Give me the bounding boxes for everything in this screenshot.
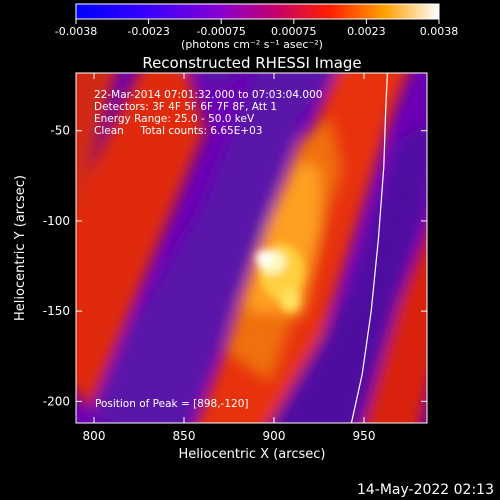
- colorbar-ticks: -0.0038 -0.0023 -0.00075 0.00075 0.0023 0.003…: [55, 19, 458, 38]
- colorbar-tick-label: 0.0038: [420, 25, 459, 38]
- colorbar: [75, 3, 440, 20]
- observation-info: 22-Mar-2014 07:01:32.000 to 07:03:04.000…: [94, 89, 322, 137]
- time-range-label: 22-Mar-2014 07:01:32.000 to 07:03:04.000: [94, 89, 322, 101]
- x-tick-label: 850: [173, 429, 196, 443]
- x-axis-label: Heliocentric X (arcsec): [179, 447, 326, 462]
- solar-limb-curve: [350, 73, 388, 423]
- x-axis-ticks: 800 850 900 950: [83, 73, 376, 443]
- plot-frame: [75, 72, 428, 424]
- x-tick-label: 800: [83, 429, 106, 443]
- colorbar-tick-label: 0.0023: [347, 25, 386, 38]
- detectors-label: Detectors: 3F 4F 5F 6F 7F 8F, Att 1: [94, 101, 277, 113]
- y-tick-label: -150: [43, 304, 70, 318]
- peak-position-label: Position of Peak = [898,-120]: [95, 398, 249, 410]
- energy-range-label: Energy Range: 25.0 - 50.0 keV: [94, 113, 255, 125]
- footer-timestamp: 14-May-2022 02:13: [357, 482, 494, 498]
- x-tick-label: 900: [263, 429, 286, 443]
- y-axis-ticks: -50 -100 -150 -200: [43, 124, 427, 408]
- clean-counts-label: Clean Total counts: 6.65E+03: [94, 125, 263, 137]
- colorbar-tick-label: 0.00075: [271, 25, 317, 38]
- y-tick-label: -100: [43, 214, 70, 228]
- colorbar-tick-label: -0.00075: [196, 25, 245, 38]
- x-tick-label: 950: [353, 429, 376, 443]
- y-axis-label: Heliocentric Y (arcsec): [13, 175, 28, 321]
- y-tick-label: -50: [50, 124, 70, 138]
- heatmap-image: [76, 73, 427, 423]
- colorbar-tick-label: -0.0023: [127, 25, 169, 38]
- colorbar-unit-label: (photons cm⁻² s⁻¹ asec⁻²): [181, 38, 323, 51]
- colorbar-tick-label: -0.0038: [55, 25, 97, 38]
- y-tick-label: -200: [43, 394, 70, 408]
- chart-title: Reconstructed RHESSI Image: [142, 54, 361, 72]
